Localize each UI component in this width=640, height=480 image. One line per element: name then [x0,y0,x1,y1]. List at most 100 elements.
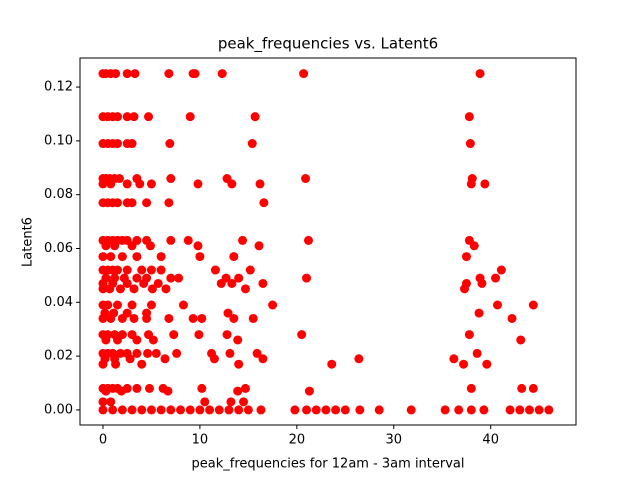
point [166,235,176,245]
y-tick-label: 0.04 [44,295,73,310]
point [477,278,487,288]
point [101,241,111,251]
point [164,313,174,323]
point [127,241,137,251]
point [460,284,470,294]
point [466,179,476,189]
point [127,139,137,149]
point [255,179,265,189]
point [137,405,147,415]
point [111,359,121,369]
point [122,179,132,189]
point [340,405,350,415]
point [101,335,111,345]
point [116,386,126,396]
point [174,273,184,283]
point [113,198,123,208]
point [160,354,170,364]
point [226,397,236,407]
point [132,348,142,358]
point [331,405,341,415]
point [374,405,384,415]
point [247,139,257,149]
point [122,112,132,122]
point [132,273,142,283]
point [146,265,156,275]
y-tick-label: 0.10 [44,133,73,148]
point [113,300,123,310]
point [482,359,492,369]
point [146,405,156,415]
point [227,278,237,288]
point [111,69,121,79]
point [139,278,149,288]
point [156,265,166,275]
point [492,300,502,310]
point [106,313,116,323]
point [145,383,155,393]
point [327,359,337,369]
point [156,252,166,262]
point [515,405,525,415]
point [132,252,142,262]
point [195,252,205,262]
point [475,69,485,79]
point [243,405,253,415]
point [129,112,139,122]
point [240,383,250,393]
point [222,330,232,340]
point [129,313,139,323]
x-tick-label: 40 [482,433,499,448]
point [105,284,115,294]
point [122,278,132,288]
point [217,69,227,79]
point [524,405,534,415]
point [194,330,204,340]
point [101,386,111,396]
point [505,405,515,415]
point [161,284,171,294]
point [193,179,203,189]
point [248,313,258,323]
point [225,348,235,358]
point [132,383,142,393]
point [197,313,207,323]
point [200,397,210,407]
point [210,265,220,275]
point [516,335,526,345]
point [193,241,203,251]
point [113,335,123,345]
point [238,235,248,245]
point [227,179,237,189]
x-axis-label: peak_frequencies for 12am - 3am interval [192,457,465,472]
x-tick-label: 30 [385,433,402,448]
point [240,284,250,294]
point [299,69,309,79]
point [465,139,475,149]
point [178,300,188,310]
point [103,300,113,310]
point [528,300,538,310]
point [117,405,127,415]
point [459,359,469,369]
point [164,198,174,208]
point [115,348,125,358]
point [127,198,137,208]
point [169,330,179,340]
point [137,265,147,275]
point [185,405,195,415]
point [106,252,116,262]
point [151,348,161,358]
y-tick-label: 0.08 [44,187,73,202]
point [98,397,108,407]
point [147,284,157,294]
point [234,273,244,283]
point [143,348,153,358]
point [98,359,108,369]
y-axis-label: Latent6 [21,217,36,267]
point [164,69,174,79]
point [127,405,137,415]
point [250,112,260,122]
x-tick-label: 10 [192,433,209,448]
